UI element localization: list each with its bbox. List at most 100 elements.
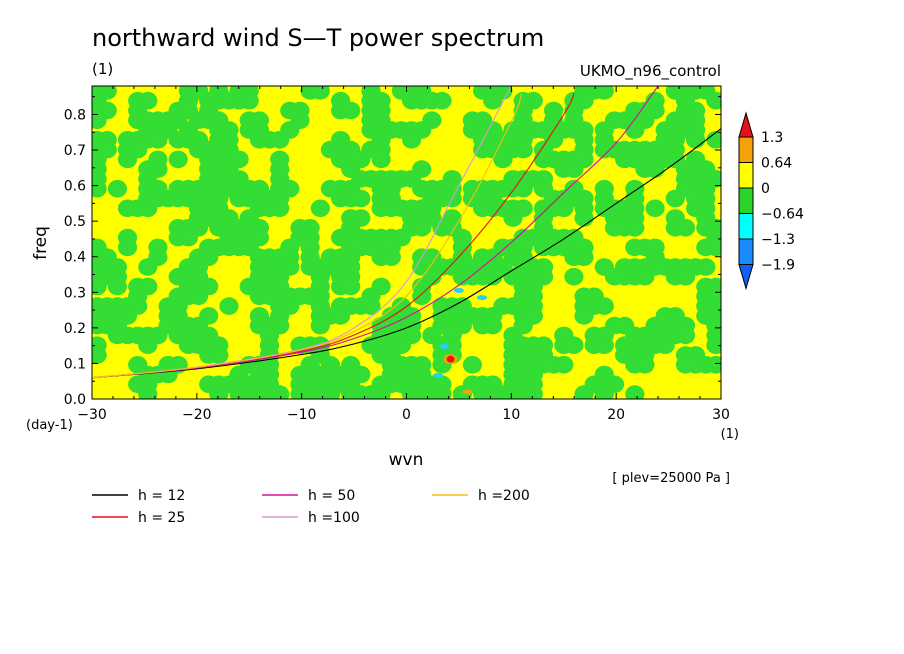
field-cell-negative: [706, 91, 721, 110]
field-cell-negative: [138, 385, 158, 399]
colorbar-segment: [738, 238, 754, 265]
field-cell-negative: [341, 101, 361, 120]
field-cell-negative: [310, 316, 330, 335]
field-cell-negative: [574, 385, 594, 399]
chart-title: northward wind S—T power spectrum: [92, 24, 544, 52]
field-cell-negative: [696, 258, 716, 276]
colorbar-label: −1.3: [761, 232, 795, 248]
field-cell-negative: [574, 209, 594, 227]
field-cell-negative: [675, 219, 696, 237]
chart-subtitle-right: UKMO_n96_control: [580, 62, 721, 81]
field-cell-negative: [625, 219, 645, 237]
field-spot-trough: [432, 373, 443, 379]
field-cell-negative: [310, 199, 330, 218]
colorbar-bottom-triangle: [738, 264, 754, 291]
field-spot-trough: [453, 288, 464, 294]
field-cell-negative: [209, 346, 229, 364]
dispersion-curves: [92, 86, 721, 379]
field-cell-negative: [686, 131, 706, 149]
x-tick-label: 10: [502, 407, 520, 423]
y-tick-label: 0.0: [64, 392, 86, 408]
legend-label: h =100: [308, 510, 360, 526]
y-tick-label: 0.7: [64, 143, 86, 159]
field-cell-negative: [239, 91, 259, 110]
field-spot-trough: [439, 343, 450, 349]
field-cell-negative: [706, 356, 721, 374]
field-cell-negative: [270, 131, 290, 149]
legend-label: h =200: [478, 488, 530, 504]
field-cell-negative: [594, 385, 614, 399]
field-cell-negative: [483, 91, 503, 110]
colorbar: 1.3 0.64 0 −0.64 −1.3 −1.9: [738, 111, 804, 291]
field-cell-negative: [188, 287, 209, 306]
field-spot-peak: [446, 355, 455, 363]
x-tick-label: −10: [287, 407, 317, 423]
field-cell-negative: [361, 297, 381, 315]
field-cell-negative: [513, 140, 533, 159]
field-cell-negative: [645, 160, 665, 178]
field-cell-negative: [462, 356, 482, 374]
field-cell-negative: [483, 267, 503, 286]
x-tick-label: −30: [77, 407, 107, 423]
legend: h = 12 h = 25 h = 50 h =100 h =200: [92, 488, 530, 526]
y-tick-label: 0.5: [64, 214, 86, 230]
x-tick-label: −20: [182, 407, 212, 423]
legend-label: h = 25: [138, 510, 185, 526]
field-cell-negative: [371, 150, 391, 169]
field-cell-negative: [645, 199, 665, 218]
colorbar-segment: [738, 162, 754, 189]
field-cell-negative: [554, 356, 574, 374]
field-cell-negative: [706, 238, 721, 257]
legend-label: h = 50: [308, 488, 355, 504]
field-cell-negative: [594, 86, 614, 100]
field-cell-negative: [138, 258, 158, 276]
field-cell-negative: [625, 121, 645, 139]
series-line-4: [92, 92, 523, 379]
x-axis-unit: (1): [721, 427, 739, 442]
x-axis: −30 −20 −10 0 10 20 30: [77, 86, 730, 423]
colorbar-top-triangle: [738, 111, 754, 138]
field-cell-negative: [513, 179, 533, 198]
field-cell-negative: [92, 277, 107, 296]
field-cell-negative: [310, 86, 330, 100]
colorbar-label: 1.3: [761, 130, 783, 146]
field-cell-negative: [452, 385, 472, 399]
y-tick-label: 0.8: [64, 107, 86, 123]
colorbar-segment: [738, 136, 754, 163]
field-cell-negative: [432, 385, 452, 399]
field-cell-negative: [107, 277, 127, 296]
x-tick-label: 20: [607, 407, 625, 423]
x-tick-label: 30: [712, 407, 730, 423]
field-cell-negative: [412, 287, 432, 306]
field-cell-negative: [351, 189, 371, 208]
field-cell-negative: [665, 189, 685, 208]
field-cell-negative: [554, 199, 574, 218]
field-cell-negative: [138, 336, 158, 355]
colorbar-segment: [738, 187, 754, 214]
field-cell-negative: [92, 111, 107, 129]
field-cell-negative: [371, 385, 391, 399]
field-cell-negative: [270, 199, 290, 218]
field-cell-negative: [331, 307, 351, 325]
colorbar-label: 0.64: [761, 156, 792, 172]
x-tick-label: 0: [402, 407, 411, 423]
field-cell-negative: [635, 267, 655, 286]
field-spots: [432, 288, 487, 395]
field-cell-negative: [493, 150, 513, 169]
field-cell-negative: [178, 228, 198, 247]
chart-subtitle-left: (1): [92, 60, 113, 78]
series-line-2: [92, 86, 659, 379]
field-cell-negative: [675, 326, 696, 345]
field-cell-negative: [706, 336, 721, 354]
field-cell-negative: [209, 385, 229, 399]
field-cell-negative: [117, 150, 138, 169]
field-cell-negative: [594, 336, 614, 355]
field-spot-trough: [476, 295, 487, 301]
field-cell-negative: [564, 160, 584, 178]
field-cell-negative: [92, 346, 107, 364]
field-cell-negative: [706, 131, 721, 149]
y-axis-unit: (day-1): [26, 418, 73, 433]
series-line-0: [92, 128, 721, 379]
field-cell-negative: [107, 179, 127, 198]
